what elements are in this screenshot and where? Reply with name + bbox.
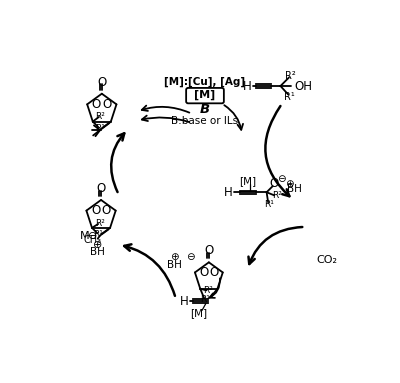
Text: R¹: R¹ [95, 124, 105, 133]
Text: O: O [102, 204, 111, 217]
Text: BH: BH [90, 247, 105, 257]
Text: M: M [80, 231, 90, 241]
Text: R¹: R¹ [200, 295, 210, 304]
Text: R¹: R¹ [284, 92, 295, 102]
Text: R²: R² [285, 71, 296, 81]
Text: ⊖: ⊖ [186, 252, 195, 262]
Text: CH₃: CH₃ [83, 235, 102, 245]
Text: O: O [97, 76, 106, 88]
Text: ⊕: ⊕ [93, 240, 102, 250]
Text: O: O [200, 266, 209, 279]
Text: [M]:[Cu], [Ag]: [M]:[Cu], [Ag] [164, 77, 246, 87]
Text: CO₂: CO₂ [316, 255, 337, 265]
Text: [M]: [M] [239, 177, 256, 187]
Text: R²: R² [95, 219, 105, 228]
Text: O: O [270, 177, 279, 190]
Text: ⊕: ⊕ [284, 179, 293, 189]
Text: H: H [243, 80, 252, 93]
Text: O: O [209, 266, 218, 279]
Text: R¹: R¹ [264, 200, 274, 209]
Text: OH: OH [294, 80, 312, 93]
Text: [M]: [M] [194, 90, 216, 100]
Text: O: O [96, 182, 106, 195]
Text: ⊕: ⊕ [170, 252, 178, 262]
Text: BH: BH [167, 260, 182, 270]
Text: O: O [102, 98, 112, 111]
Text: O: O [204, 244, 214, 257]
Text: H: H [224, 186, 233, 199]
Text: O: O [92, 98, 101, 111]
Text: BH: BH [287, 184, 302, 194]
Text: B:base or ILs: B:base or ILs [172, 116, 238, 126]
Text: R¹: R¹ [93, 230, 103, 239]
Text: H: H [180, 295, 188, 308]
Text: R²: R² [203, 286, 213, 295]
FancyBboxPatch shape [186, 88, 224, 103]
Text: ⊖: ⊖ [88, 231, 97, 241]
Text: ⊖: ⊖ [277, 174, 286, 184]
Text: R²: R² [272, 191, 282, 200]
Text: R²: R² [96, 112, 106, 121]
Text: B: B [200, 103, 210, 116]
Text: O: O [91, 204, 100, 217]
Text: [M]: [M] [190, 308, 208, 318]
